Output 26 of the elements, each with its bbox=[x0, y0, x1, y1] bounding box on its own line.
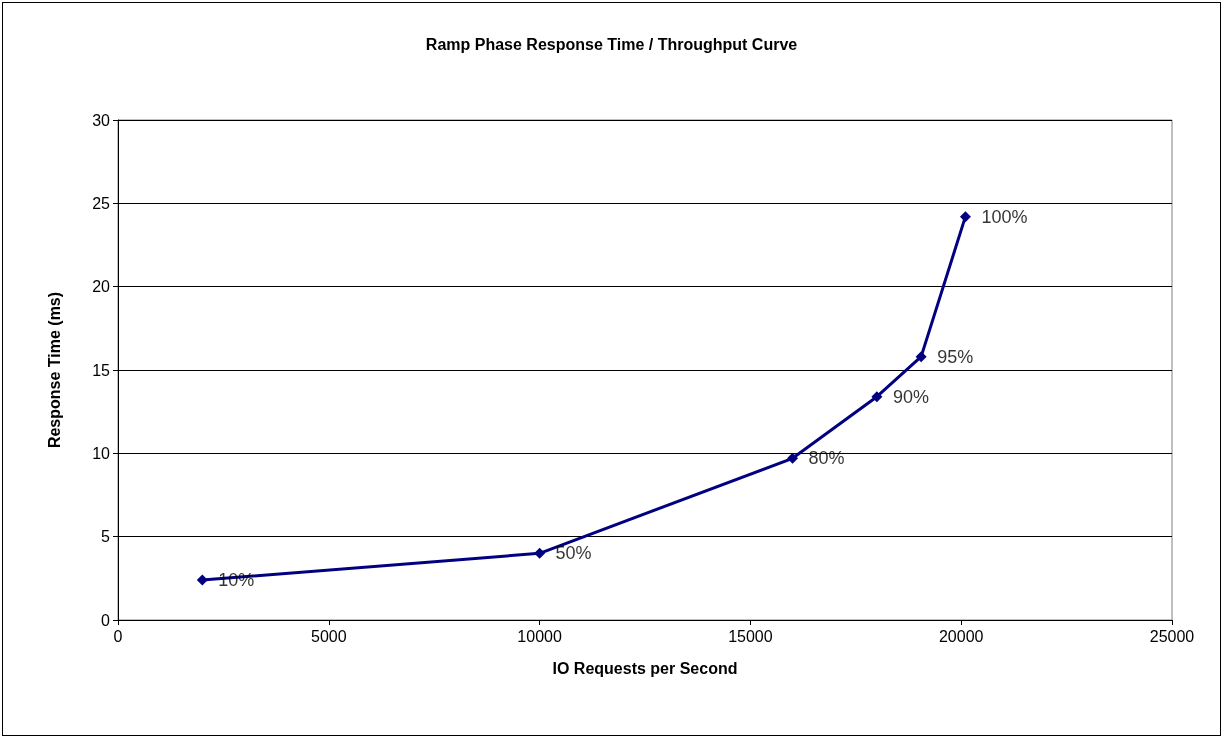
x-tick-label: 0 bbox=[113, 627, 123, 645]
y-tick-label: 5 bbox=[101, 528, 111, 546]
x-tick-label: 10000 bbox=[517, 627, 562, 645]
point bbox=[915, 351, 927, 363]
y-axis-title: Response Time (ms) bbox=[45, 291, 63, 449]
point bbox=[871, 391, 883, 403]
annotation: 100% bbox=[981, 206, 1028, 227]
y-tick-label: 15 bbox=[92, 361, 111, 379]
y-tick-label: 0 bbox=[101, 611, 111, 629]
point bbox=[787, 452, 799, 464]
x-tick-label: 25000 bbox=[1149, 627, 1195, 645]
chart-title: Ramp Phase Response Time / Throughput Curve bbox=[425, 35, 798, 53]
annotation: 95% bbox=[937, 346, 974, 367]
point bbox=[534, 547, 546, 559]
point bbox=[196, 574, 208, 586]
y-tick-label: 10 bbox=[92, 444, 111, 462]
y-tick-label: 25 bbox=[92, 194, 111, 212]
x-axis-title: IO Requests per Second bbox=[552, 659, 738, 677]
x-tick-label: 20000 bbox=[938, 627, 984, 645]
annotation: 90% bbox=[892, 386, 929, 407]
x-tick-label: 5000 bbox=[311, 627, 347, 645]
y-tick-label: 30 bbox=[92, 111, 111, 129]
y-tick-label: 20 bbox=[92, 278, 111, 296]
point bbox=[959, 211, 971, 223]
annotation: 50% bbox=[555, 543, 592, 564]
x-tick-label: 15000 bbox=[728, 627, 773, 645]
